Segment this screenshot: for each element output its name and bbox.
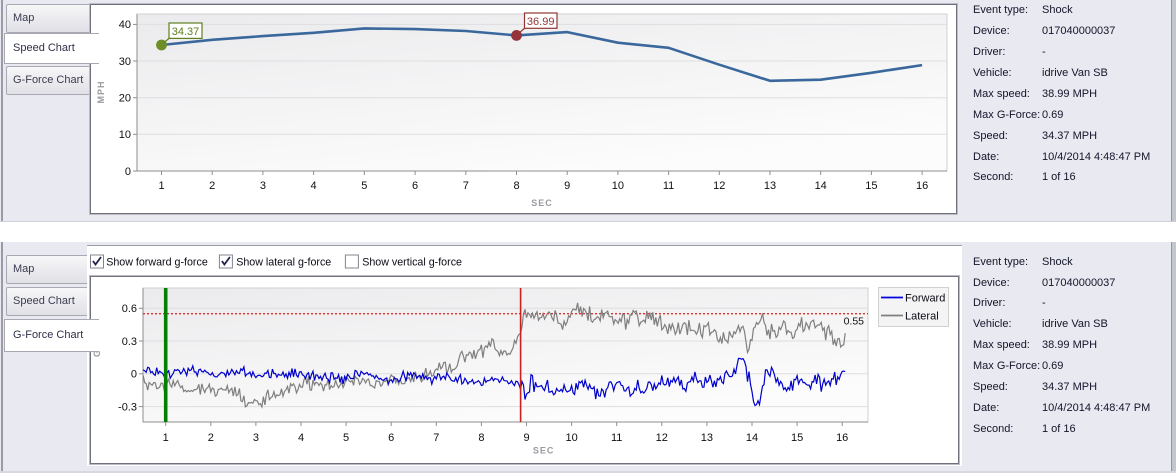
svg-text:12: 12 [713, 180, 725, 192]
svg-text:40: 40 [119, 19, 131, 31]
svg-text:4: 4 [311, 180, 317, 192]
svg-text:20: 20 [119, 93, 131, 105]
svg-text:8: 8 [478, 432, 484, 444]
svg-text:2: 2 [209, 180, 215, 192]
svg-text:Show lateral g-force: Show lateral g-force [236, 257, 331, 269]
svg-text:13: 13 [701, 432, 713, 444]
svg-text:5: 5 [361, 180, 367, 192]
svg-text:11: 11 [611, 432, 622, 444]
svg-text:16: 16 [836, 432, 848, 444]
svg-text:7: 7 [463, 180, 469, 192]
svg-text:-0.3: -0.3 [118, 401, 137, 413]
svg-text:Show forward g-force: Show forward g-force [106, 257, 208, 269]
svg-text:0.6: 0.6 [122, 303, 137, 315]
svg-text:Lateral: Lateral [905, 311, 939, 323]
svg-text:Forward: Forward [905, 293, 945, 305]
svg-text:10: 10 [612, 180, 624, 192]
svg-text:6: 6 [412, 180, 418, 192]
svg-text:3: 3 [260, 180, 266, 192]
svg-text:3: 3 [253, 432, 259, 444]
svg-text:6: 6 [388, 432, 394, 444]
svg-text:0.3: 0.3 [122, 336, 137, 348]
svg-text:34.37: 34.37 [172, 26, 200, 38]
svg-text:16: 16 [916, 180, 928, 192]
svg-text:G: G [92, 349, 102, 357]
svg-text:4: 4 [298, 432, 304, 444]
svg-text:14: 14 [746, 432, 758, 444]
svg-text:0: 0 [125, 166, 131, 178]
svg-text:14: 14 [815, 180, 827, 192]
svg-text:13: 13 [764, 180, 776, 192]
svg-text:1: 1 [158, 180, 164, 192]
svg-text:9: 9 [564, 180, 570, 192]
svg-text:7: 7 [433, 432, 439, 444]
svg-text:0: 0 [131, 369, 137, 381]
svg-text:SEC: SEC [531, 198, 553, 208]
svg-text:11: 11 [663, 180, 674, 192]
svg-text:12: 12 [656, 432, 668, 444]
svg-text:SEC: SEC [533, 446, 555, 456]
svg-text:10: 10 [565, 432, 577, 444]
svg-text:MPH: MPH [96, 81, 106, 104]
svg-text:9: 9 [523, 432, 529, 444]
svg-text:10: 10 [119, 129, 131, 141]
svg-text:30: 30 [119, 56, 131, 68]
svg-text:8: 8 [513, 180, 519, 192]
svg-text:15: 15 [791, 432, 803, 444]
svg-text:Show vertical g-force: Show vertical g-force [362, 257, 462, 269]
svg-text:1: 1 [163, 432, 169, 444]
svg-text:15: 15 [865, 180, 877, 192]
svg-text:0.55: 0.55 [844, 316, 865, 328]
svg-text:2: 2 [208, 432, 214, 444]
svg-text:36.99: 36.99 [527, 16, 555, 28]
svg-text:5: 5 [343, 432, 349, 444]
